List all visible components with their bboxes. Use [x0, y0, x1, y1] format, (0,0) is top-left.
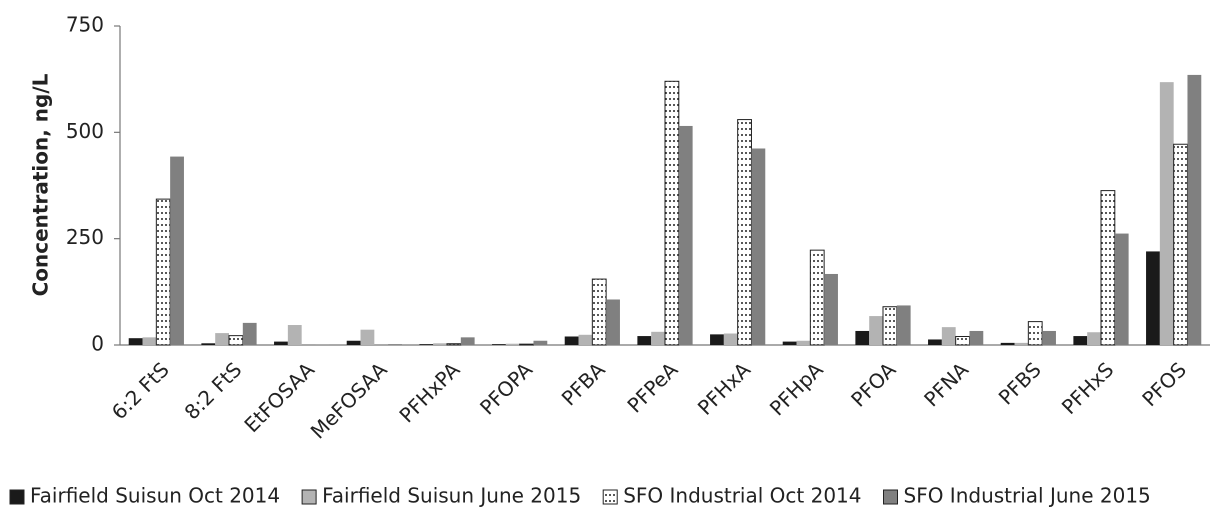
bar: [533, 341, 547, 345]
bar: [942, 327, 956, 345]
bar: [665, 81, 679, 345]
x-tick-label: PFHpA: [765, 357, 828, 420]
bar: [1028, 322, 1042, 345]
bar: [433, 343, 447, 345]
bar: [1146, 251, 1160, 345]
x-tick-label: PFOA: [846, 357, 900, 411]
bar: [388, 344, 402, 345]
bar: [419, 344, 433, 345]
bar: [229, 336, 243, 345]
bar: [869, 316, 883, 345]
bar: [506, 344, 520, 345]
bar: [170, 157, 184, 345]
bar: [1073, 336, 1087, 345]
x-tick-label: 6:2 FtS: [107, 357, 174, 424]
legend-label: SFO Industrial June 2015: [904, 484, 1151, 508]
x-tick-label: PFNA: [919, 357, 973, 411]
x-tick-label: PFOPA: [475, 357, 537, 419]
x-tick-label: 8:2 FtS: [180, 357, 247, 424]
bar: [928, 339, 942, 345]
bar: [751, 148, 765, 345]
x-tick-label: PFOS: [1137, 357, 1191, 411]
bar: [855, 331, 869, 345]
bar: [361, 330, 375, 345]
bar: [637, 336, 651, 345]
x-tick-label: MeFOSAA: [306, 357, 392, 443]
y-tick-label: 750: [66, 13, 104, 37]
bar: [579, 335, 593, 345]
bar: [810, 250, 824, 345]
x-tick-label: PFHxPA: [394, 357, 464, 427]
legend-swatch: [603, 490, 617, 504]
legend-swatch: [10, 490, 24, 504]
bar: [783, 342, 797, 345]
bar: [797, 341, 811, 345]
bar: [897, 305, 911, 345]
bar: [969, 331, 983, 345]
bar: [274, 342, 288, 345]
y-tick-label: 0: [91, 332, 104, 356]
bar: [447, 344, 461, 345]
x-tick-label: PFBA: [557, 357, 610, 410]
bar: [1015, 343, 1029, 345]
legend-label: SFO Industrial Oct 2014: [623, 484, 861, 508]
bar: [1174, 144, 1188, 345]
bar: [156, 199, 170, 345]
y-axis-label: Concentration, ng/L: [29, 73, 53, 296]
bar: [724, 334, 738, 345]
bar: [243, 323, 257, 345]
bar: [1001, 343, 1015, 345]
legend-swatch: [302, 490, 316, 504]
bar: [606, 299, 620, 345]
bar: [651, 332, 665, 345]
bar: [1087, 332, 1101, 345]
bar: [883, 307, 897, 345]
bar: [215, 333, 229, 345]
legend-label: Fairfield Suisun June 2015: [322, 484, 581, 508]
bar: [1042, 331, 1056, 345]
bar: [1115, 234, 1129, 345]
bar: [1101, 191, 1115, 345]
bar: [143, 337, 157, 345]
bar: [492, 344, 506, 345]
x-tick-label: PFPeA: [622, 357, 682, 417]
bar: [956, 336, 970, 345]
x-tick-label: PFBS: [994, 357, 1046, 409]
bar: [738, 120, 752, 345]
legend-swatch: [884, 490, 898, 504]
y-tick-label: 250: [66, 225, 104, 249]
legend-label: Fairfield Suisun Oct 2014: [30, 484, 280, 508]
bar: [201, 343, 215, 345]
bar: [679, 126, 693, 345]
bar: [520, 344, 534, 345]
x-tick-label: PFHxS: [1057, 357, 1119, 419]
bar: [824, 274, 838, 345]
bar: [710, 334, 724, 345]
bar: [592, 279, 606, 345]
bar: [129, 338, 143, 345]
bar: [347, 341, 361, 345]
bar: [288, 325, 302, 345]
bar: [1187, 75, 1201, 345]
bar: [565, 336, 579, 345]
x-tick-label: PFHxA: [693, 357, 756, 420]
y-tick-label: 500: [66, 119, 104, 143]
bar: [1160, 82, 1174, 345]
bar: [461, 337, 475, 345]
